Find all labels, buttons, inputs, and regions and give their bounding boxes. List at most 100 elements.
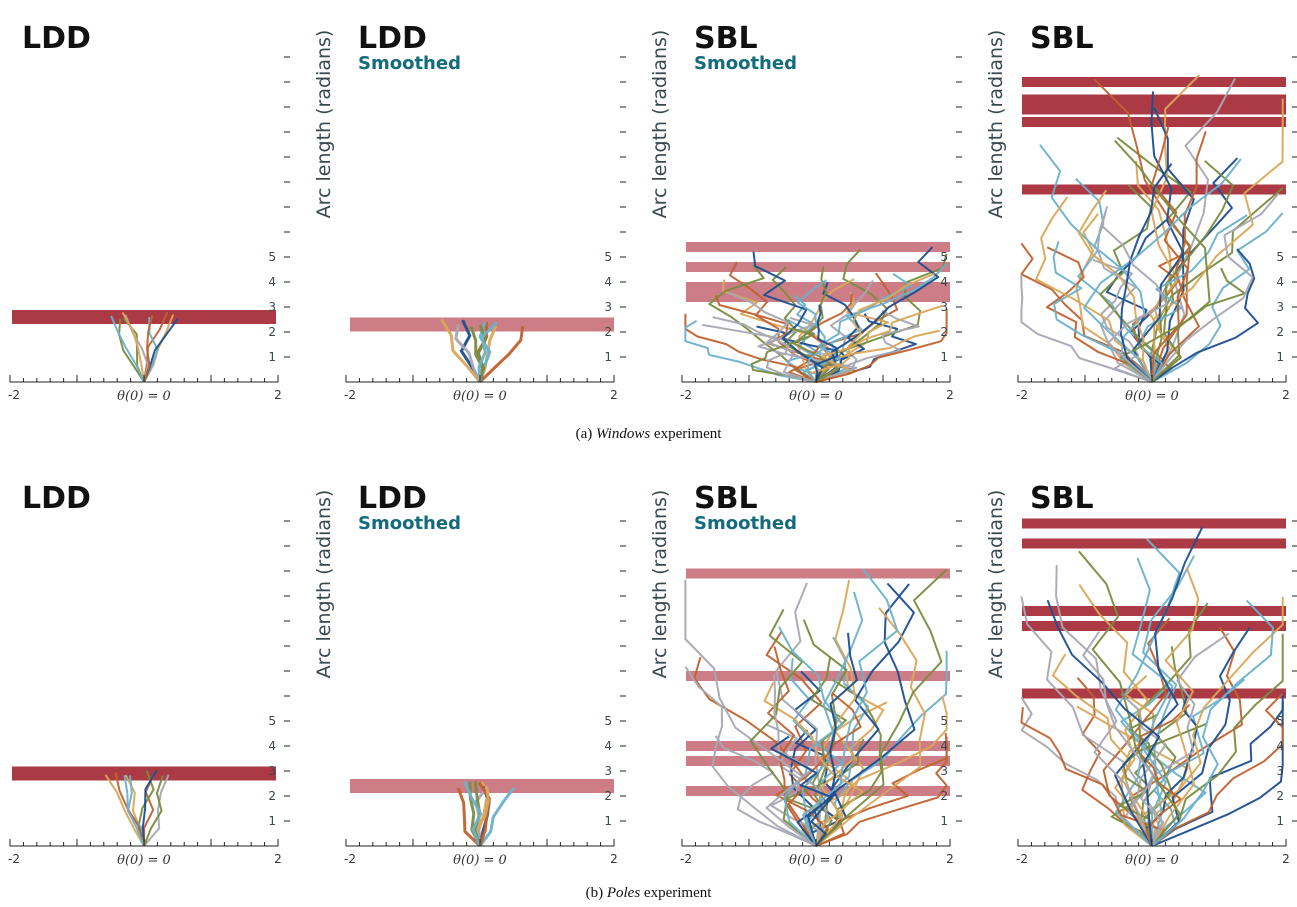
trajectory-line: [1151, 248, 1259, 383]
caption-a-prefix: (a): [575, 426, 596, 442]
trajectory-line: [477, 321, 498, 383]
trajectory-line: [1151, 692, 1284, 847]
y-tick-label: 3: [604, 764, 612, 778]
y-tick-label: 1: [268, 350, 276, 364]
trajectory-line: [684, 313, 817, 383]
trajectory-line: [477, 781, 491, 847]
chart-subtitle: Smoothed: [358, 513, 461, 534]
trajectory-line: [1137, 597, 1284, 847]
y-tick-label: 3: [268, 764, 276, 778]
y-tick-label: 1: [1276, 350, 1284, 364]
y-tick-label: 5: [940, 714, 948, 728]
trajectory-line: [684, 579, 829, 847]
x-tick-label: 2: [1282, 852, 1290, 866]
trajectory-line: [788, 293, 853, 383]
y-tick-label: 2: [940, 789, 948, 803]
trajectory-line: [808, 304, 944, 383]
caption-b: (b) Poles experiment: [0, 885, 1297, 902]
bar: [12, 766, 276, 781]
x-axis-label: θ(0) = 0: [453, 853, 507, 868]
x-tick-label: 2: [274, 388, 282, 402]
chart-subtitle: Smoothed: [694, 53, 797, 74]
chart-title: LDD: [22, 21, 91, 56]
bar: [1022, 77, 1286, 87]
chart-subtitle: Smoothed: [694, 513, 797, 534]
trajectory-line: [1082, 630, 1164, 847]
x-axis-label: θ(0) = 0: [453, 389, 507, 404]
trajectory-line: [1151, 187, 1284, 383]
y-tick-label: 5: [604, 250, 612, 264]
y-tick-label: 4: [604, 275, 612, 289]
trajectory-line: [1119, 163, 1173, 383]
trajectory-line: [752, 251, 824, 383]
trajectory-line: [775, 692, 862, 847]
trajectory-line: [815, 607, 926, 847]
trajectory-line: [1118, 722, 1208, 847]
bar: [350, 317, 614, 332]
trajectory-line: [1055, 564, 1153, 847]
bar: [1022, 117, 1286, 127]
y-axis-label: Arc length (radians): [985, 490, 1007, 679]
x-tick-label: 2: [610, 852, 618, 866]
trajectory-line: [1137, 703, 1191, 847]
trajectory-line: [1093, 78, 1191, 383]
y-tick-label: 2: [268, 325, 276, 339]
chart-title: LDD: [358, 481, 427, 516]
trajectory-line: [1078, 550, 1181, 847]
x-tick-label: -2: [8, 852, 20, 866]
x-tick-label: -2: [1016, 388, 1028, 402]
trajectory-line: [1151, 212, 1284, 383]
trajectory-line: [1076, 677, 1153, 847]
x-axis-label: θ(0) = 0: [117, 853, 171, 868]
bar: [686, 262, 950, 272]
y-tick-label: 2: [268, 789, 276, 803]
caption-a-suffix: experiment: [650, 426, 722, 442]
y-tick-label: 2: [604, 789, 612, 803]
y-tick-label: 1: [940, 350, 948, 364]
y-tick-label: 1: [940, 814, 948, 828]
chart-subtitle: Smoothed: [358, 53, 461, 74]
y-axis-label: Arc length (radians): [313, 490, 335, 679]
y-tick-label: 3: [604, 300, 612, 314]
trajectory-line: [440, 318, 482, 383]
trajectory-line: [143, 314, 154, 383]
x-tick-label: 2: [946, 388, 954, 402]
trajectory-line: [801, 591, 864, 847]
trajectory-line: [1151, 192, 1280, 383]
trajectory-line: [463, 780, 483, 847]
trajectory-line: [121, 311, 145, 383]
trajectory-line: [1045, 246, 1153, 383]
trajectory-line: [1151, 633, 1284, 847]
trajectory-line: [814, 304, 839, 383]
trajectory-line: [815, 246, 940, 383]
caption-b-emph: Poles: [606, 885, 641, 901]
y-axis-label: Arc length (radians): [649, 30, 671, 219]
x-axis-label: θ(0) = 0: [1125, 853, 1179, 868]
trajectory-line: [478, 325, 525, 384]
y-axis-label: Arc length (radians): [985, 30, 1007, 219]
trajectory-line: [143, 774, 170, 847]
y-axis-label: Arc length (radians): [649, 490, 671, 679]
chart-title: SBL: [1030, 481, 1094, 516]
trajectory-line: [714, 735, 817, 847]
y-tick-label: 4: [1276, 739, 1284, 753]
chart-panel: SBL -2 2 θ(0) = 0 1 2 3 4 5 Arc length (radians): [985, 21, 1297, 404]
bar: [1022, 688, 1286, 699]
y-tick-label: 5: [1276, 714, 1284, 728]
x-tick-label: -2: [680, 852, 692, 866]
bar: [686, 741, 950, 751]
trajectory-line: [684, 666, 817, 847]
trajectory-line: [815, 582, 915, 847]
trajectory-line: [1151, 701, 1284, 847]
trajectory-line: [815, 568, 948, 847]
caption-a: (a) Windows experiment: [0, 426, 1297, 443]
y-tick-label: 3: [1276, 764, 1284, 778]
trajectory-line: [118, 318, 145, 383]
caption-a-emph: Windows: [595, 426, 651, 442]
bar: [1022, 518, 1286, 529]
x-tick-label: -2: [1016, 852, 1028, 866]
x-axis-label: θ(0) = 0: [789, 389, 843, 404]
